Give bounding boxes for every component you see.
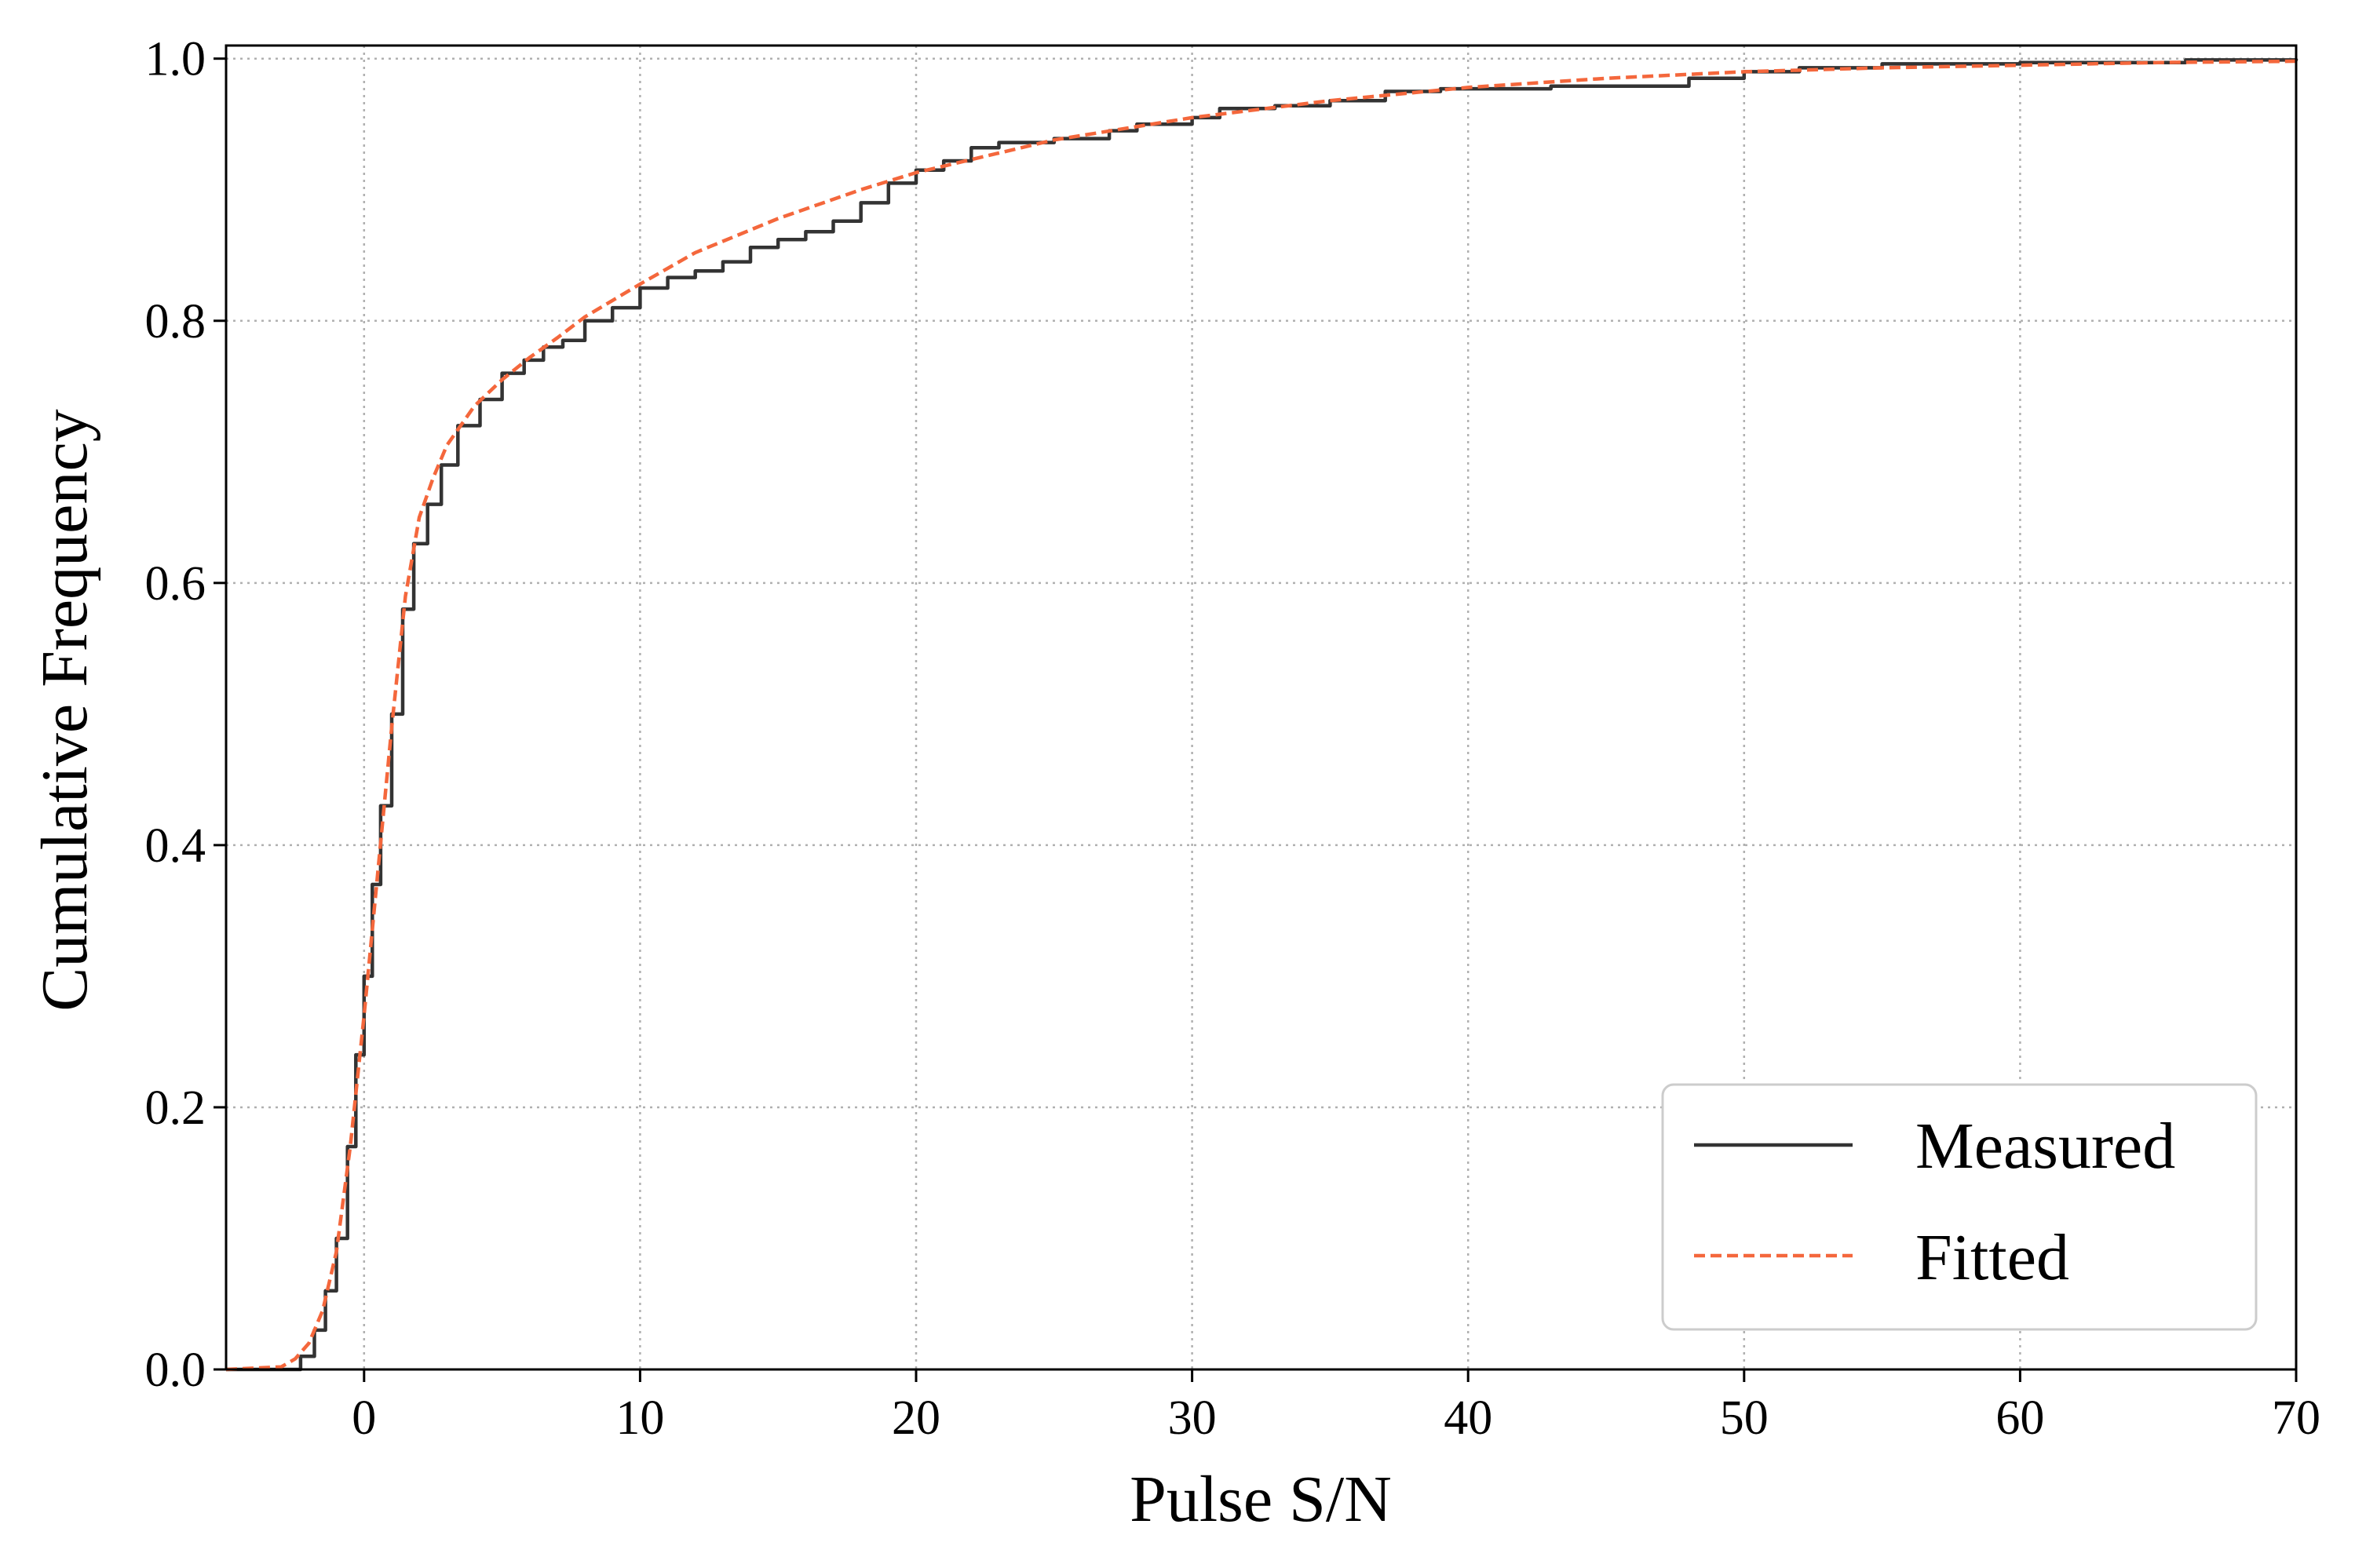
y-tick-label: 0.0 — [145, 1344, 206, 1397]
series-line-measured — [226, 58, 2298, 1372]
y-tick-label: 0.6 — [145, 557, 206, 611]
x-tick-label: 50 — [1720, 1391, 1769, 1445]
y-axis-title: Cumulative Frequency — [28, 409, 101, 1011]
x-tick-label: 30 — [1168, 1391, 1217, 1445]
x-axis: 0 10 20 30 40 50 60 70 — [352, 1369, 2320, 1445]
y-axis: 0.0 0.2 0.4 0.6 0.8 1.0 — [145, 33, 226, 1397]
legend: Measured Fitted — [1661, 1083, 2258, 1331]
plot-lines — [225, 58, 2298, 1372]
y-tick-label: 0.2 — [145, 1081, 206, 1135]
y-tick-label: 0.4 — [145, 819, 206, 873]
x-tick-label: 10 — [615, 1391, 664, 1445]
x-axis-title: Pulse S/N — [1130, 1463, 1392, 1536]
x-tick-label: 40 — [1444, 1391, 1492, 1445]
x-tick-label: 20 — [892, 1391, 940, 1445]
x-tick-label: 0 — [352, 1391, 376, 1445]
legend-measured-label: Measured — [1915, 1110, 2175, 1183]
legend-fitted-label: Fitted — [1915, 1221, 2069, 1294]
plot-frame — [225, 44, 2298, 1371]
y-tick-label: 1.0 — [145, 33, 206, 86]
x-tick-label: 60 — [1995, 1391, 2044, 1445]
x-tick-label: 70 — [2272, 1391, 2320, 1445]
y-tick-label: 0.8 — [145, 295, 206, 348]
series-line-fitted — [225, 59, 2297, 1372]
